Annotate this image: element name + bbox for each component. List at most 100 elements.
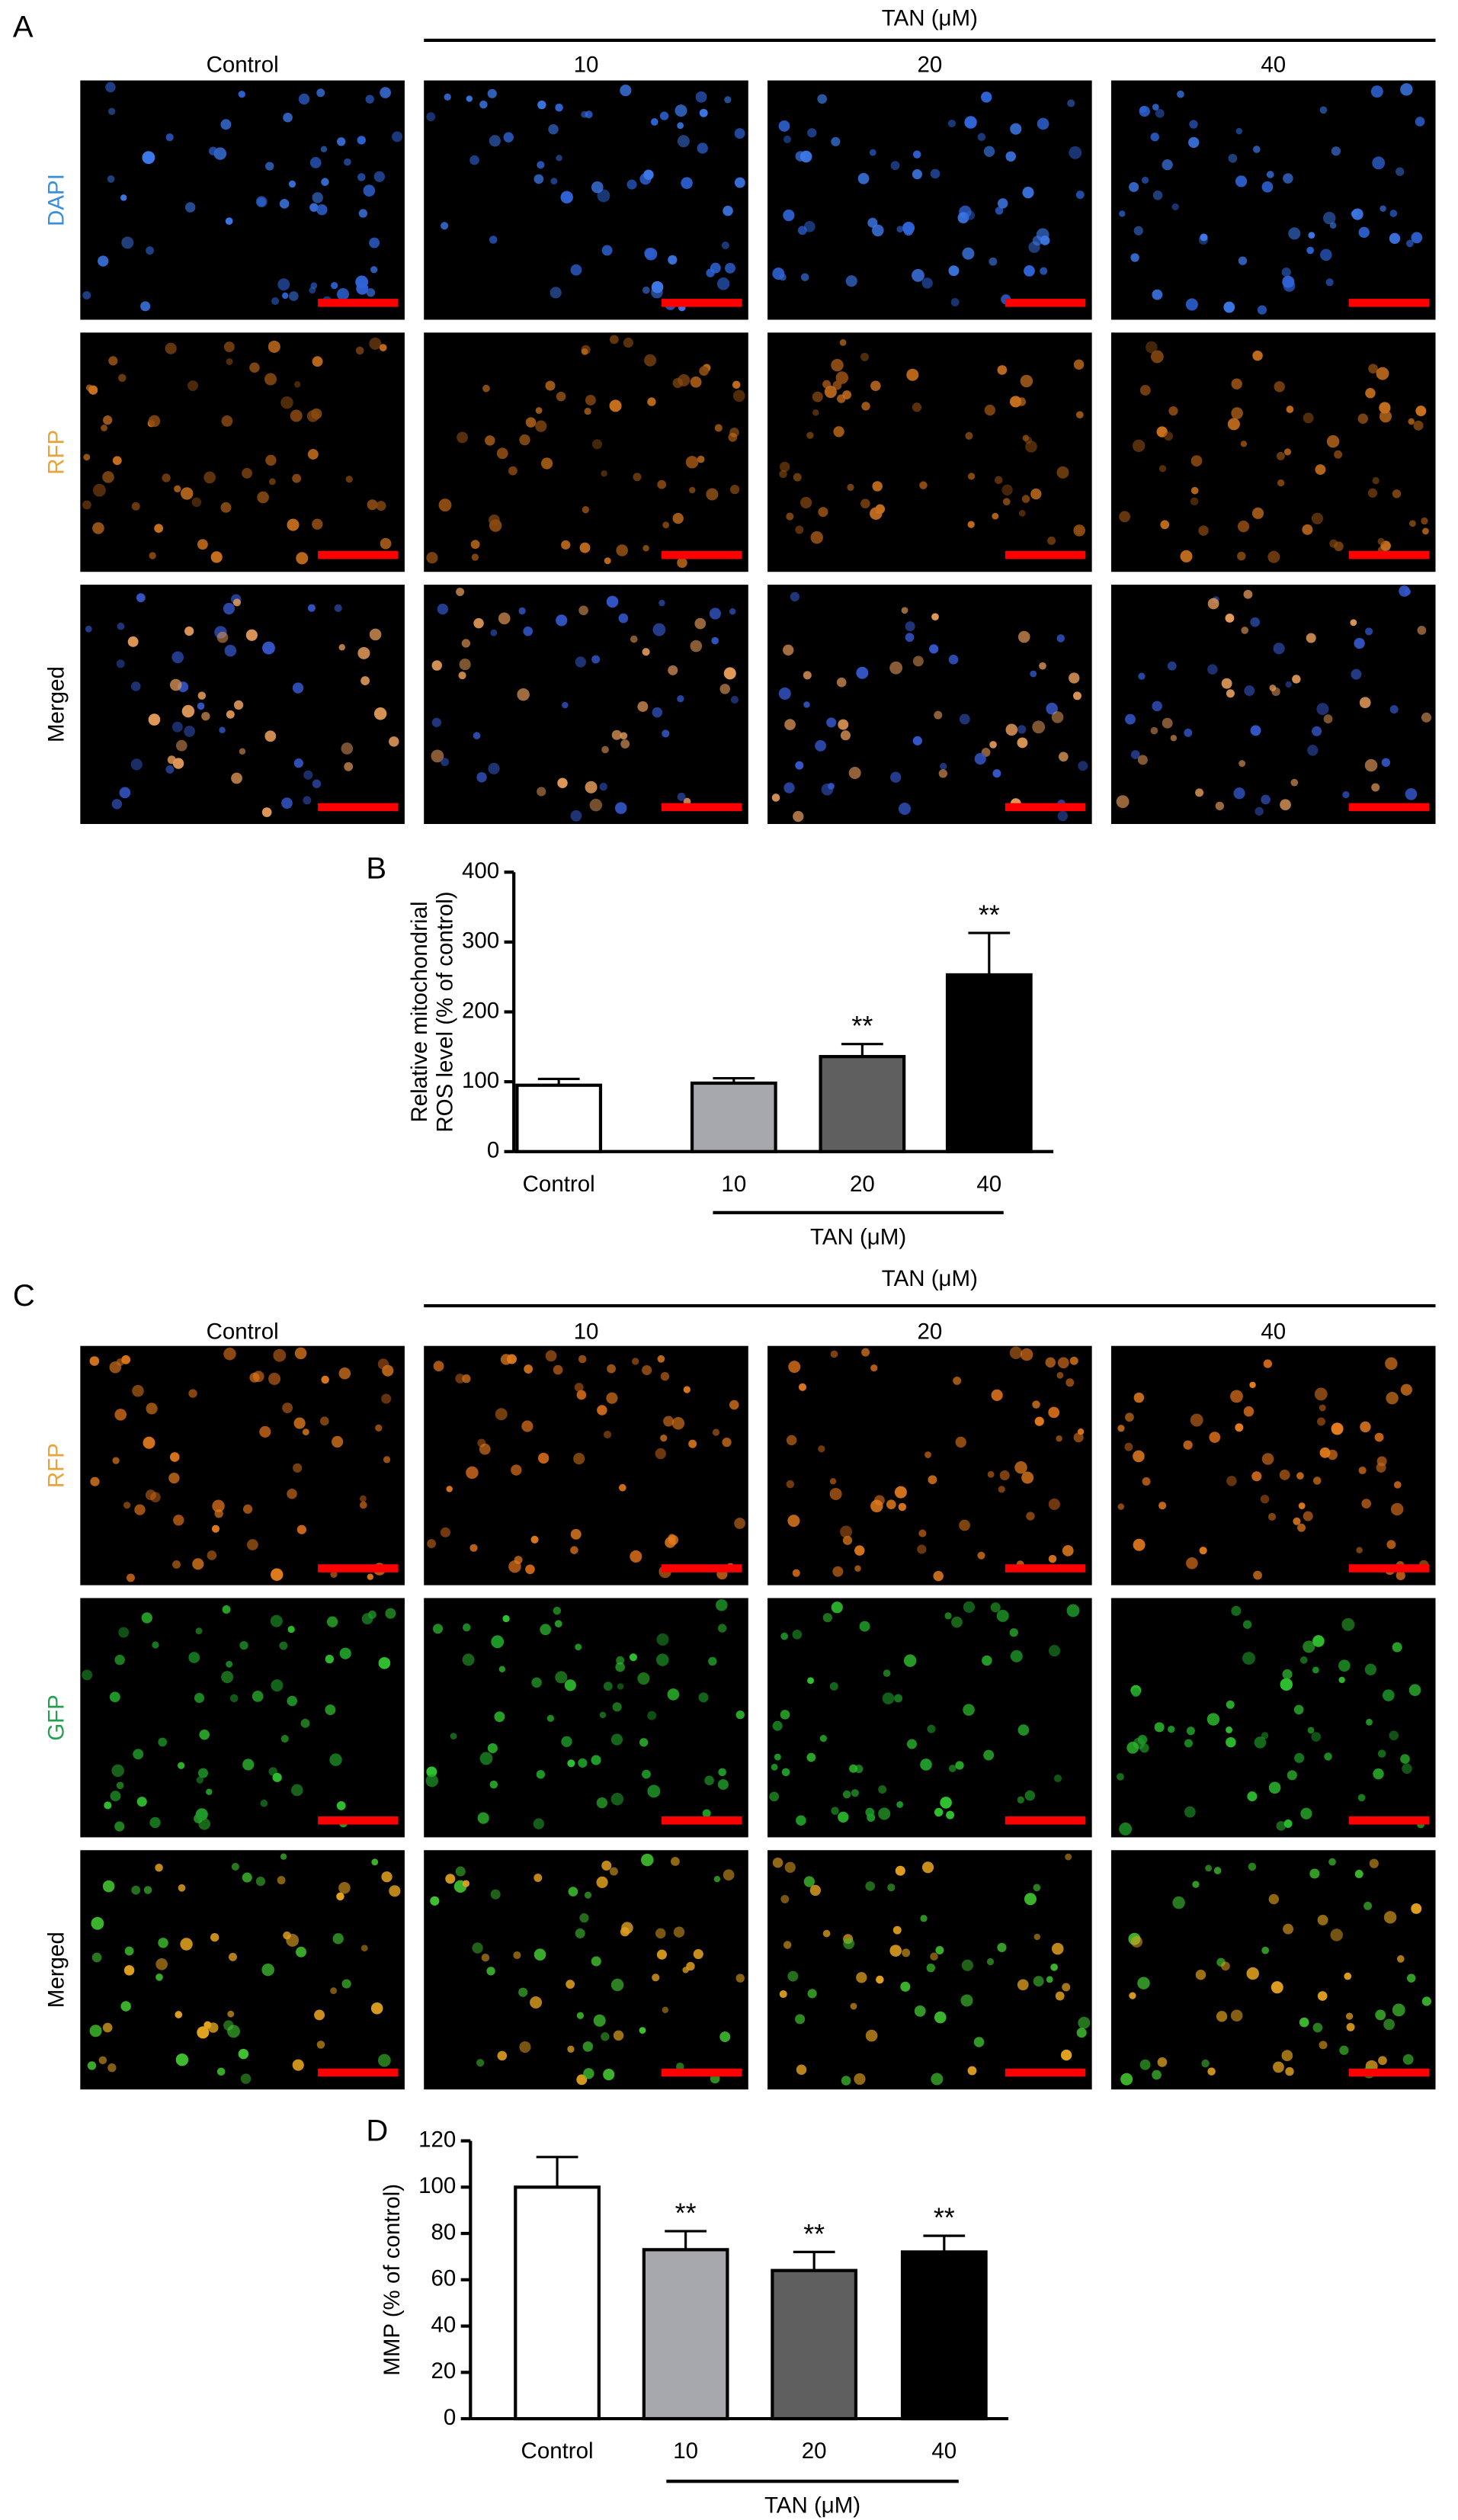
cell [173, 1515, 184, 1526]
bar [642, 2248, 729, 2421]
cell [781, 1768, 790, 1777]
cell [729, 608, 736, 615]
cell [1048, 1406, 1060, 1419]
cell [1037, 117, 1049, 130]
cell [537, 1452, 550, 1464]
cell [951, 1616, 963, 1628]
cell [593, 2014, 606, 2027]
cell [530, 1996, 543, 2009]
cell [1139, 106, 1147, 114]
cell [1306, 633, 1316, 643]
cell [325, 1654, 335, 1664]
cell [1260, 1495, 1270, 1504]
cell [111, 1764, 124, 1778]
cell [487, 88, 497, 98]
cell [1359, 697, 1371, 709]
panel-label: A [13, 11, 34, 44]
cell [485, 435, 495, 446]
cell [642, 648, 650, 656]
cell [603, 1430, 612, 1439]
cell [1281, 2050, 1293, 2062]
cell [83, 454, 91, 461]
x-tick-label: 10 [673, 2438, 698, 2464]
cell [326, 1616, 338, 1627]
cell [872, 481, 883, 492]
cell [117, 622, 125, 630]
cell [264, 730, 277, 742]
cell [677, 557, 687, 568]
cell [1177, 90, 1184, 98]
cell [557, 777, 568, 789]
cell [152, 1641, 159, 1649]
cell [1073, 1432, 1084, 1443]
cell [1268, 1893, 1280, 1905]
cell [933, 1570, 944, 1582]
cell [902, 221, 915, 234]
cell [912, 402, 922, 412]
cells [771, 592, 1088, 822]
cells [772, 1853, 1091, 2086]
cell [377, 1358, 389, 1370]
micrograph [767, 1345, 1092, 1585]
cell [828, 783, 835, 790]
cell [779, 461, 790, 473]
cell [838, 719, 849, 730]
cell [870, 380, 881, 391]
cell [1283, 1819, 1293, 1828]
cell [175, 2053, 189, 2066]
cell [1370, 85, 1383, 98]
cell [281, 797, 293, 809]
cell [1059, 752, 1069, 762]
cell [1368, 364, 1378, 374]
cell [136, 1797, 147, 1807]
cell [1252, 146, 1261, 153]
cell [319, 1416, 329, 1426]
cell [118, 374, 127, 382]
cell [1243, 1406, 1255, 1417]
cell [293, 1417, 306, 1429]
cell [840, 1525, 853, 1538]
cell [491, 1635, 505, 1649]
cell [194, 1693, 204, 1704]
cell [690, 640, 703, 652]
cell [800, 273, 809, 281]
cell [667, 1688, 680, 1701]
cell [1396, 1570, 1405, 1581]
cell [1421, 712, 1432, 723]
cell [579, 542, 591, 553]
cell [296, 1946, 306, 1957]
cell [471, 553, 479, 561]
cell [894, 1486, 907, 1499]
cell [668, 665, 678, 675]
cell [1248, 1862, 1257, 1871]
cell [620, 1927, 630, 1937]
cell [1056, 466, 1069, 479]
cell [683, 1386, 691, 1393]
cell [1351, 668, 1362, 680]
cell [489, 515, 500, 526]
cells [87, 1853, 401, 2084]
cell [561, 540, 571, 550]
cell [1317, 1417, 1325, 1426]
cell [438, 499, 452, 512]
cell [817, 94, 828, 104]
cell [431, 660, 443, 671]
cell [123, 1502, 131, 1509]
cell [268, 340, 280, 353]
cell [681, 177, 693, 189]
y-tick-label: 200 [462, 998, 499, 1023]
cell [807, 1677, 814, 1685]
cell [1073, 359, 1085, 370]
cell [1036, 228, 1049, 242]
cell [143, 1886, 152, 1894]
cell [239, 748, 246, 755]
cell [921, 277, 933, 289]
cell [1199, 1547, 1207, 1555]
cell [570, 264, 582, 276]
micrograph [424, 332, 748, 572]
cell [651, 286, 663, 299]
cell [1168, 406, 1178, 416]
cell [531, 1677, 542, 1688]
cell [570, 810, 582, 822]
cell [476, 2059, 485, 2067]
